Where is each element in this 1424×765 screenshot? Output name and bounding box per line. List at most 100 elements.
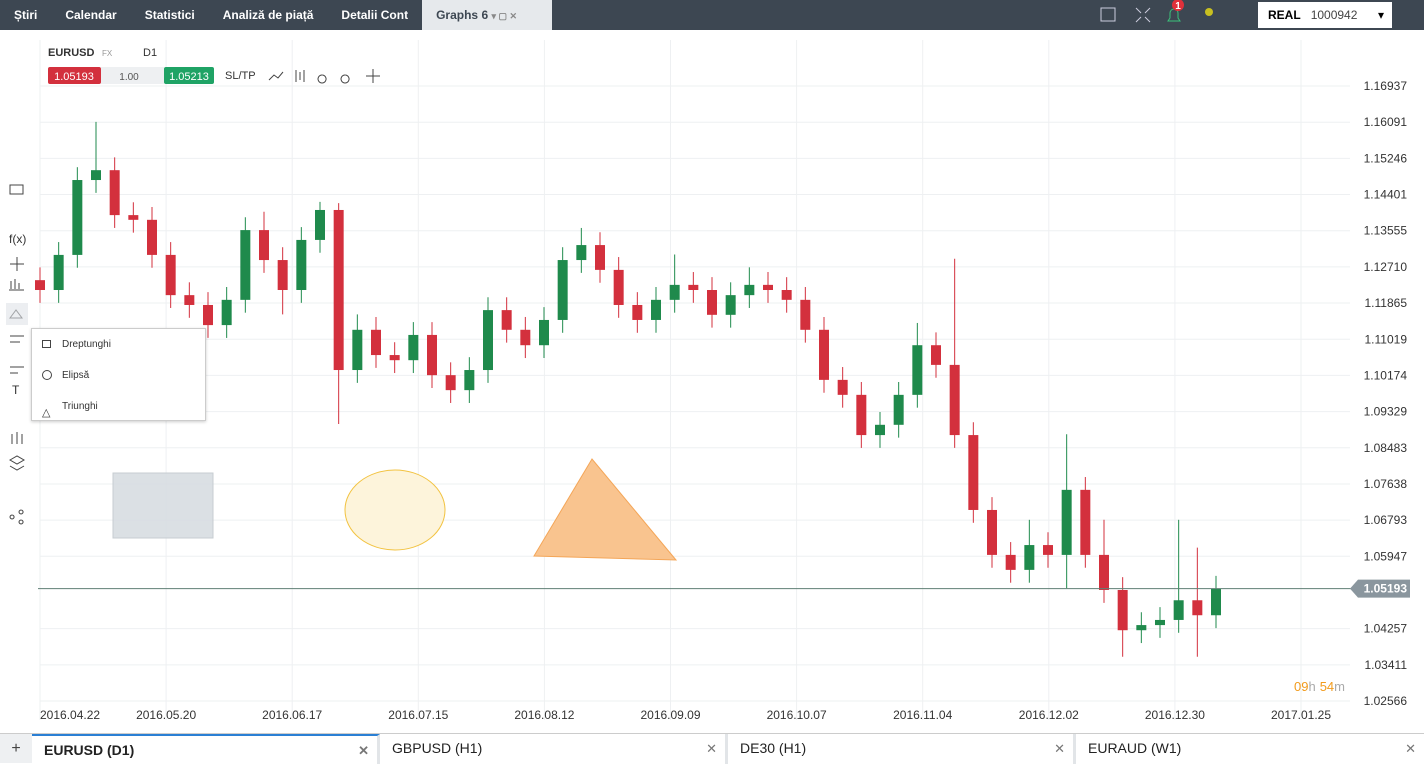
candle-body: [371, 329, 381, 356]
nav-item[interactable]: Știri: [14, 8, 38, 22]
y-tick-label: 1.07638: [1364, 477, 1408, 491]
candle-body: [856, 394, 867, 436]
y-tick-label: 1.16091: [1364, 115, 1408, 129]
candle-body: [725, 295, 736, 315]
x-tick-label: 2016.12.30: [1145, 708, 1205, 722]
side-tools[interactable]: [8, 184, 26, 525]
drawn-ellipse[interactable]: [344, 469, 446, 551]
candle-body: [763, 284, 773, 291]
candle-body: [1155, 619, 1165, 626]
tab-label: EURUSD (D1): [44, 742, 135, 758]
y-tick-label: 1.11865: [1365, 296, 1408, 310]
volume: 1.00: [119, 72, 139, 83]
tool-fx[interactable]: f(x): [9, 232, 26, 246]
candle-body: [221, 299, 232, 326]
candle-body: [259, 230, 269, 261]
ask-box[interactable]: [164, 67, 214, 84]
candle-body: [931, 345, 941, 365]
y-tick-label: 1.11019: [1365, 332, 1408, 346]
y-tick-label: 1.03411: [1365, 658, 1408, 672]
candle-body: [333, 209, 344, 371]
icon[interactable]: [1100, 7, 1116, 22]
y-tick-label: 1.16937: [1364, 79, 1408, 93]
symbol-kind: FX: [102, 49, 113, 58]
candle-body: [837, 379, 848, 395]
candle-body: [557, 260, 568, 320]
bottom-tab[interactable]: DE30 (H1) ✕: [728, 734, 1076, 764]
candle-body: [352, 329, 363, 371]
header-right: 1 REAL 1000942 ▾: [1098, 0, 1424, 30]
menu-label: Elipsă: [62, 370, 90, 381]
y-tick-label: 1.14401: [1364, 188, 1408, 202]
candle-body: [1043, 545, 1053, 555]
bottom-tab[interactable]: GBPUSD (H1) ✕: [380, 734, 728, 764]
y-tick-label: 1.08483: [1364, 441, 1408, 455]
bottom-tab[interactable]: EURUSD (D1) ✕: [32, 734, 380, 764]
tab-label: Graphs 6: [436, 8, 489, 22]
candle-body: [688, 284, 699, 291]
toolbar-icons[interactable]: [268, 69, 380, 84]
candle-body: [427, 334, 437, 376]
candle-body: [632, 304, 643, 320]
candle-body: [165, 254, 176, 296]
candle-body: [800, 299, 811, 330]
active-tab[interactable]: Graphs 6 ▾ ▢ ✕: [422, 0, 553, 30]
candle-body: [389, 355, 400, 361]
candle-body: [1211, 588, 1221, 616]
header-icons: 1: [1100, 0, 1213, 23]
volume-box[interactable]: [101, 67, 164, 84]
candle-body: [968, 435, 979, 510]
candle-body: [184, 295, 195, 305]
menu-item[interactable]: Dreptunghi: [32, 329, 205, 360]
countdown-part: m: [1334, 679, 1345, 694]
candle-body: [576, 245, 587, 261]
ask: 1.05213: [169, 71, 209, 83]
candle-body: [781, 290, 792, 300]
bid: 1.05193: [54, 71, 94, 83]
candle-body: [240, 230, 251, 300]
candle-body: [949, 364, 960, 436]
candle-body: [1173, 600, 1184, 620]
candle-body: [109, 170, 120, 216]
candle-body: [1117, 589, 1128, 631]
tool-text[interactable]: T: [12, 383, 20, 397]
candle-body: [875, 424, 885, 436]
candle-body: [72, 180, 83, 255]
sltp[interactable]: SL/TP: [225, 70, 256, 82]
nav-item[interactable]: Detalii Cont: [341, 8, 409, 22]
tab-label: DE30 (H1): [740, 740, 807, 756]
drawn-triangle[interactable]: [533, 458, 678, 561]
candle-body: [147, 219, 157, 255]
candle-body: [1136, 625, 1147, 631]
top-nav: Știri Calendar Statistici Analiză de pia…: [0, 0, 1424, 30]
candle-body: [1192, 600, 1203, 616]
menu-item[interactable]: Elipsă: [32, 360, 205, 391]
candle-body: [1005, 554, 1016, 570]
candle-body: [408, 334, 419, 361]
symbol[interactable]: EURUSD: [48, 47, 95, 59]
y-tick-label: 1.02566: [1364, 694, 1408, 708]
nav-item[interactable]: Statistici: [144, 8, 195, 22]
add-tab[interactable]: +: [11, 740, 21, 757]
nav-item[interactable]: Analiză de piață: [222, 8, 314, 22]
x-tick-label: 2017.01.25: [1271, 708, 1331, 722]
candle-body: [483, 310, 493, 371]
candle-body: [464, 370, 475, 391]
candle-body: [1080, 489, 1091, 555]
bid-box[interactable]: [48, 67, 101, 84]
drawn-rectangle[interactable]: [112, 472, 214, 539]
candle-body: [744, 284, 755, 296]
chart: 1.16937 1.16091 1.15246 1.14401 1.13555 1.127…: [6, 40, 1410, 722]
candle-body: [819, 329, 829, 380]
menu-item[interactable]: △ Triunghi: [42, 401, 98, 419]
account-select[interactable]: REAL 1000942 ▾: [1258, 2, 1392, 28]
timeframe[interactable]: D1: [143, 47, 157, 59]
candle-body: [1099, 554, 1109, 590]
candle-body: [520, 329, 531, 346]
x-tick-label: 2016.08.12: [514, 708, 574, 722]
bottom-tab[interactable]: EURAUD (W1) ✕: [1076, 734, 1424, 764]
nav-item[interactable]: Calendar: [65, 8, 117, 22]
candle-body: [707, 290, 717, 315]
icon[interactable]: [1135, 7, 1151, 23]
